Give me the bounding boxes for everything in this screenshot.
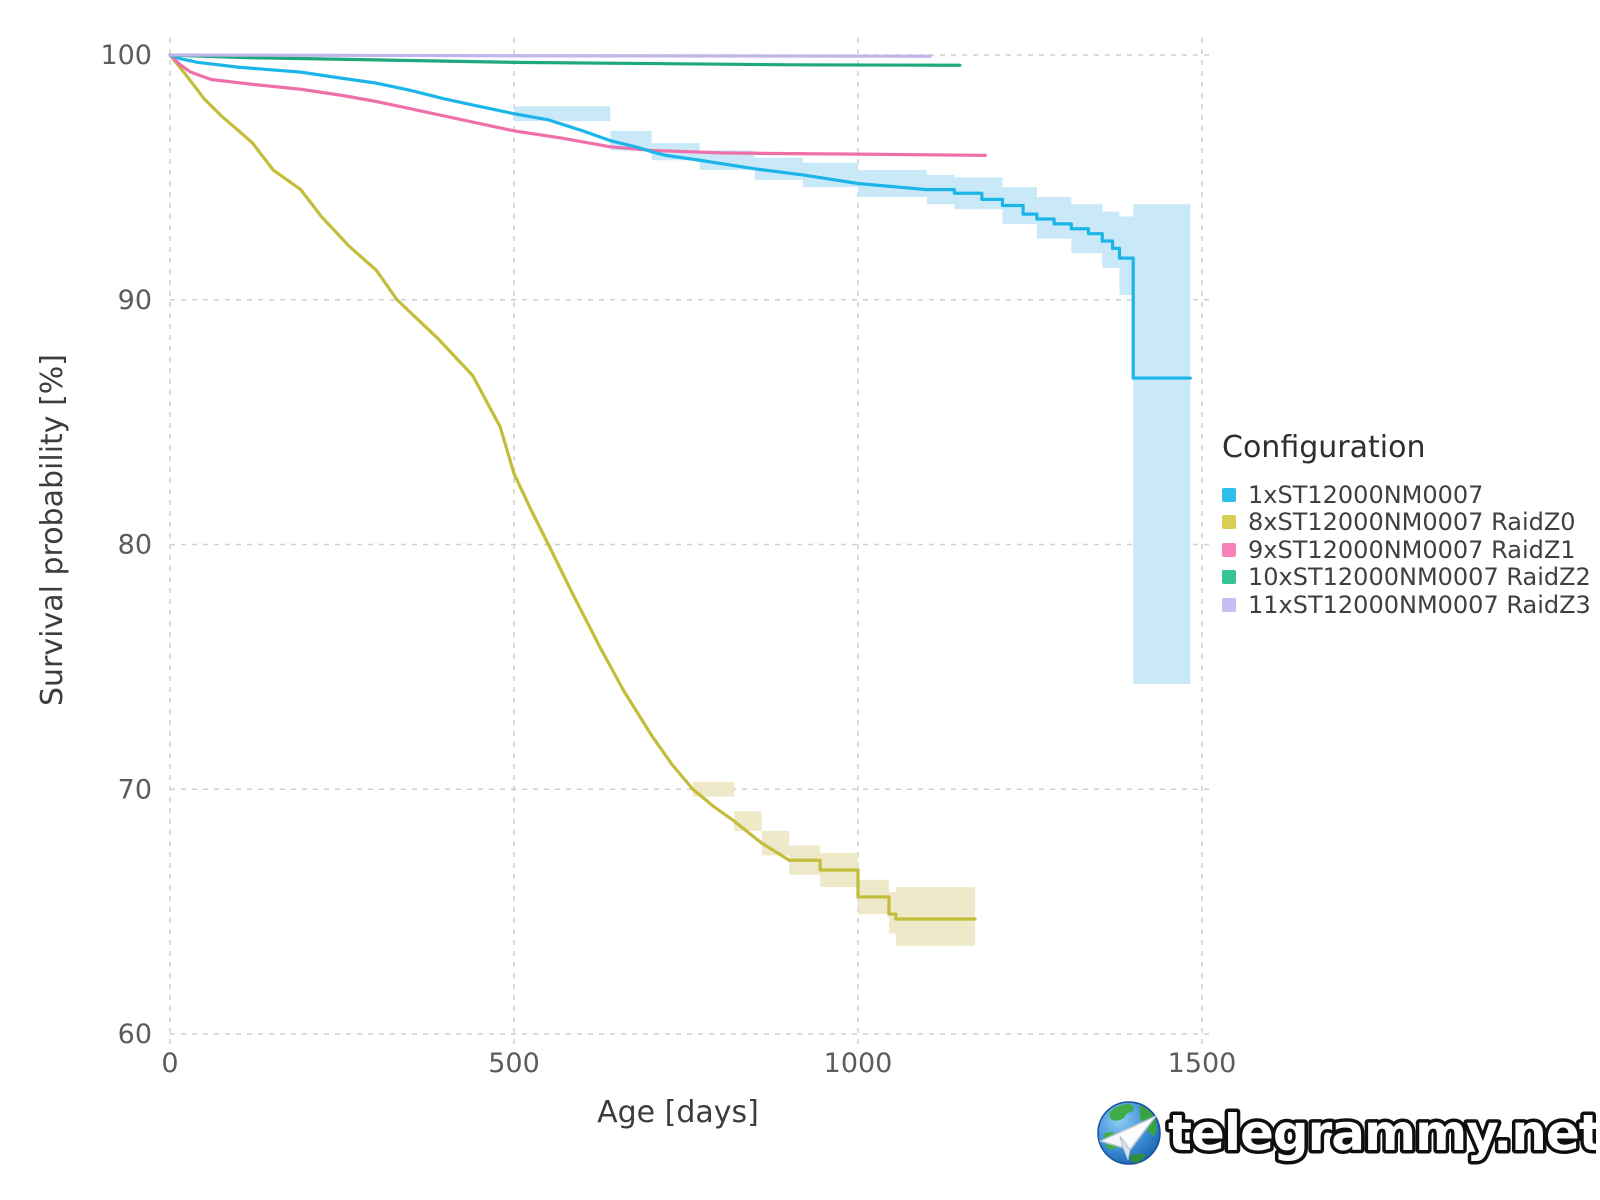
legend-swatch-icon <box>1222 515 1236 530</box>
legend-swatch-icon <box>1222 570 1236 585</box>
watermark: telegrammy.net <box>1086 1094 1596 1174</box>
legend-item-label: 11xST12000NM0007 RaidZ3 <box>1248 590 1591 619</box>
confidence-band <box>692 781 975 946</box>
x-tick-label: 500 <box>488 1048 540 1079</box>
series-line <box>168 53 962 67</box>
x-tick-label: 0 <box>161 1048 178 1079</box>
legend-swatch-icon <box>1222 487 1236 502</box>
series-line <box>168 53 932 58</box>
y-tick-label: 100 <box>100 40 152 71</box>
legend-items: 1xST12000NM0007 8xST12000NM0007 RaidZ0 9xS… <box>1222 481 1591 619</box>
x-tick-label: 1000 <box>824 1048 893 1079</box>
legend-title: Configuration <box>1222 430 1426 465</box>
legend-item: 9xST12000NM0007 RaidZ1 <box>1222 536 1591 564</box>
x-axis-title: Age [days] <box>597 1095 759 1130</box>
legend: Configuration 1xST12000NM0007 8xST12000NM… <box>1222 430 1591 619</box>
y-tick-label: 70 <box>118 774 152 805</box>
watermark-text: telegrammy.net <box>1168 1104 1596 1162</box>
series-lines <box>168 53 1192 921</box>
confidence-bands <box>514 106 1191 946</box>
tick-labels: 100 90 80 70 60 0 500 1000 1500 <box>100 40 1236 1079</box>
x-tick-label: 1500 <box>1168 1048 1237 1079</box>
legend-item: 1xST12000NM0007 <box>1222 481 1591 509</box>
grid <box>169 38 1215 1046</box>
y-tick-label: 90 <box>118 285 152 316</box>
globe-paper-plane-icon <box>1097 1101 1161 1165</box>
legend-item-label: 8xST12000NM0007 RaidZ0 <box>1248 508 1576 537</box>
confidence-band <box>514 106 1191 685</box>
legend-item-label: 9xST12000NM0007 RaidZ1 <box>1248 535 1576 564</box>
legend-swatch-icon <box>1222 597 1236 612</box>
series-line <box>168 53 987 157</box>
y-tick-label: 80 <box>118 530 152 561</box>
legend-item-label: 1xST12000NM0007 <box>1248 480 1484 509</box>
legend-item: 8xST12000NM0007 RaidZ0 <box>1222 508 1591 537</box>
y-axis-title: Survival probability [%] <box>35 354 70 706</box>
legend-item: 10xST12000NM0007 RaidZ2 <box>1222 563 1591 592</box>
legend-item-label: 10xST12000NM0007 RaidZ2 <box>1248 563 1591 592</box>
series-line <box>168 53 977 921</box>
legend-swatch-icon <box>1222 542 1236 557</box>
y-tick-label: 60 <box>118 1019 152 1050</box>
watermark-graphic: telegrammy.net <box>1097 1101 1596 1166</box>
legend-item: 11xST12000NM0007 RaidZ3 <box>1222 591 1591 619</box>
series-line <box>168 53 1192 380</box>
